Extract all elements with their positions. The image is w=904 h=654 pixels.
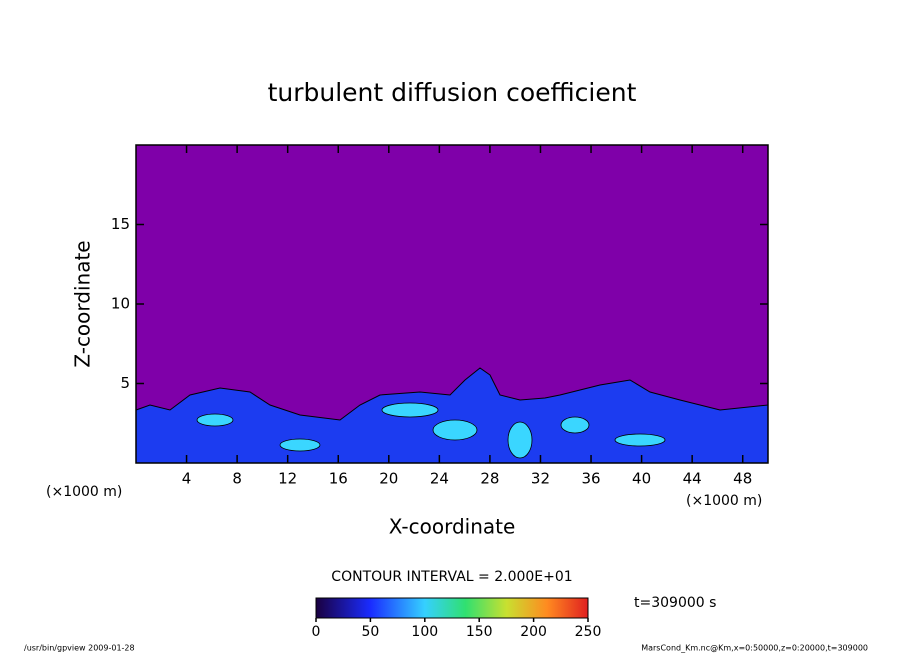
x-tick-label: 32 [531,470,550,488]
colorbar-tick-label: 50 [361,624,379,640]
y-axis-label: Z-coordinate [71,240,95,367]
y-tick-label: 15 [111,215,130,233]
y-tick-label: 10 [111,295,130,313]
x-tick-label: 44 [683,470,702,488]
x-tick-label: 4 [182,470,192,488]
colorbar-tick-label: 200 [520,624,547,640]
x-axis-label: X-coordinate [389,515,516,539]
time-label: t=309000 s [634,595,716,611]
colorbar-tick-label: 150 [466,624,493,640]
footer-left: /usr/bin/gpview 2009-01-28 [24,644,135,653]
x-unit: (×1000 m) [686,493,762,509]
colorbar-tick-label: 100 [411,624,438,640]
x-tick-label: 12 [278,470,297,488]
x-tick-label: 20 [379,470,398,488]
chart-title: turbulent diffusion coefficient [268,78,637,107]
x-tick-label: 48 [733,470,752,488]
x-tick-label: 24 [430,470,449,488]
x-tick-label: 28 [480,470,499,488]
x-tick-label: 36 [581,470,600,488]
x-tick-label: 8 [232,470,242,488]
colorbar-tick-label: 0 [312,624,321,640]
y-unit: (×1000 m) [46,484,122,500]
x-tick-label: 16 [329,470,348,488]
contour-interval: CONTOUR INTERVAL = 2.000E+01 [331,569,572,585]
field-blobs [196,402,666,459]
y-tick-label: 5 [120,374,130,392]
colorbar [315,597,589,619]
x-tick-label: 40 [632,470,651,488]
footer-right: MarsCond_Km.nc@Km,x=0:50000,z=0:20000,t=… [641,644,868,653]
colorbar-tick-label: 250 [575,624,602,640]
